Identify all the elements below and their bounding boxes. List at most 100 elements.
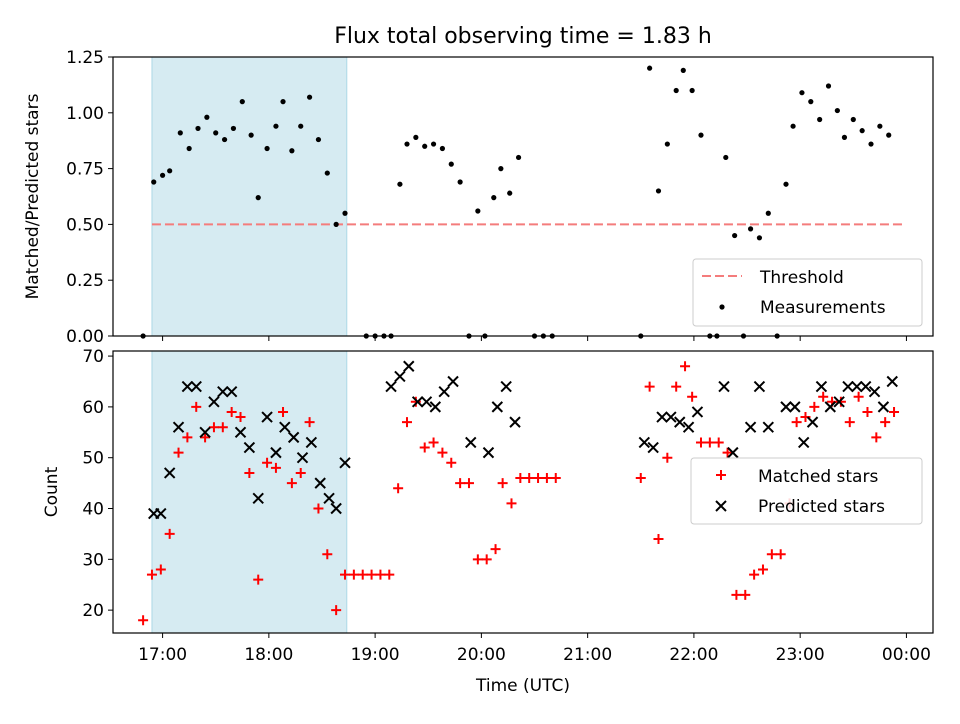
matched-star-point	[340, 569, 351, 580]
matched-star-point	[757, 564, 768, 575]
y-tick-label: 70	[82, 347, 104, 367]
measurement-point	[515, 154, 522, 161]
predicted-star-point	[411, 396, 424, 408]
measurement-point	[850, 116, 856, 123]
measurement-point	[475, 208, 481, 214]
matched-star-point	[713, 437, 724, 448]
predicted-star-point	[868, 385, 881, 398]
matched-star-point	[687, 391, 698, 402]
matched-star-point	[853, 391, 864, 402]
matched-star-point	[533, 473, 544, 484]
measurement-point	[324, 170, 330, 176]
measurement-point	[790, 123, 796, 129]
x-tick-label: 00:00	[882, 645, 931, 665]
measurement-point	[221, 136, 228, 143]
measurement-point	[698, 132, 704, 138]
predicted-star-point	[208, 396, 220, 408]
x-axis-label: Time (UTC)	[475, 676, 570, 696]
matched-star-point	[384, 569, 395, 580]
predicted-star-point	[753, 380, 766, 393]
measurement-point	[186, 145, 192, 152]
predicted-star-point	[656, 411, 668, 423]
measurement-point	[825, 83, 832, 89]
measurement-point	[239, 99, 245, 105]
matched-star-point	[524, 473, 535, 484]
matched-star-point	[446, 457, 457, 468]
matched-star-point	[490, 544, 501, 555]
matched-star-point	[472, 554, 483, 565]
predicted-star-point	[261, 411, 273, 423]
predicted-star-point	[718, 380, 730, 393]
measurement-point	[195, 125, 201, 132]
predicted-star-point	[314, 477, 326, 489]
predicted-star-point	[447, 375, 459, 388]
measurement-point	[732, 232, 738, 239]
highlight-span	[151, 56, 348, 337]
predicted-star-point	[330, 502, 342, 515]
matched-star-point	[889, 406, 900, 417]
top-panel: 0.00 0.25 0.50 0.75 1.00 1.25 Matched/Predicte…	[23, 48, 934, 347]
measurement-point	[255, 195, 261, 201]
plot-frame	[112, 350, 934, 634]
measurement-point	[439, 145, 446, 152]
measurement-point	[647, 65, 653, 71]
matched-star-point	[313, 503, 324, 514]
measurement-point	[315, 136, 322, 143]
x-tick-label: 20:00	[457, 645, 506, 665]
matched-star-point	[322, 549, 333, 560]
predicted-star-point	[674, 416, 686, 428]
matched-star-point	[506, 498, 517, 509]
matched-star-point	[235, 412, 246, 423]
predicted-star-point	[665, 411, 677, 423]
matched-star-point	[695, 437, 706, 448]
matched-star-point	[835, 396, 846, 407]
y-tick-label: 0.50	[66, 215, 104, 235]
predicted-star-point	[842, 380, 854, 393]
measurement-point	[204, 114, 210, 120]
matched-star-point	[818, 391, 829, 402]
measurement-point	[264, 145, 270, 152]
y-axis-label: Count	[42, 466, 62, 517]
matched-star-point	[704, 437, 715, 448]
x-tick-label: 17:00	[138, 645, 187, 665]
measurement-point	[664, 141, 670, 147]
matched-star-point	[437, 447, 448, 458]
measurement-point	[689, 87, 695, 94]
matched-star-point	[455, 478, 466, 489]
matched-star-point	[749, 569, 760, 580]
predicted-star-point	[647, 441, 659, 454]
y-tick-label: 50	[82, 449, 104, 469]
legend-bottom: Matched stars Predicted stars	[690, 457, 923, 525]
legend-matched-label: Matched stars	[758, 467, 878, 487]
x-tick-label: 19:00	[351, 645, 400, 665]
legend-top: Threshold Measurements	[692, 258, 923, 327]
matched-star-point	[515, 473, 526, 484]
predicted-star-point	[287, 431, 300, 444]
predicted-star-point	[877, 401, 890, 413]
measurement-point	[747, 226, 754, 232]
legend-predicted-swatch	[715, 500, 727, 512]
measurement-point	[756, 235, 763, 241]
measurement-point	[507, 190, 513, 196]
predicted-star-point	[190, 380, 202, 393]
predicted-star-point	[305, 436, 318, 449]
predicted-star-point	[465, 436, 477, 449]
x-tick-label: 18:00	[244, 645, 293, 665]
matched-star-point	[253, 574, 264, 585]
matched-star-point	[644, 381, 655, 392]
measurement-point	[448, 161, 454, 167]
measurement-point	[273, 123, 279, 129]
measurement-point	[491, 195, 497, 201]
predicted-star-point	[638, 436, 651, 449]
predicted-star-point	[217, 385, 229, 398]
matched-star-point	[862, 406, 873, 417]
predicted-star-point	[403, 360, 415, 372]
predicted-star-point	[181, 380, 194, 393]
predicted-star-point	[491, 401, 504, 413]
matched-star-point	[262, 457, 273, 468]
measurement-point	[799, 90, 805, 96]
matched-star-point	[164, 528, 175, 539]
predicted-star-point	[225, 385, 238, 398]
measurement-point	[723, 154, 729, 161]
